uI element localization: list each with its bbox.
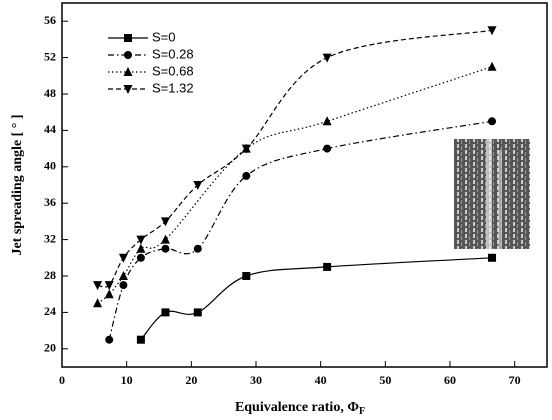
x-tick-label: 10	[121, 373, 133, 387]
marker	[322, 116, 332, 126]
marker	[161, 308, 170, 317]
x-tick-label: 20	[185, 373, 197, 387]
legend-label: S=0	[152, 29, 176, 44]
marker	[488, 253, 497, 262]
plot-frame	[61, 2, 548, 368]
marker	[161, 244, 170, 253]
series-line	[97, 66, 493, 304]
legend: S=0 S=0.28 S=0.68 S=1.32	[108, 29, 194, 95]
marker	[93, 298, 103, 308]
marker	[118, 271, 128, 280]
marker	[193, 308, 202, 317]
y-tick-label: 32	[44, 231, 56, 245]
marker	[488, 117, 497, 126]
inset-image	[454, 139, 530, 249]
marker	[136, 235, 146, 245]
marker	[104, 281, 114, 291]
marker	[241, 144, 251, 154]
y-tick-label: 36	[44, 195, 56, 209]
marker	[487, 26, 497, 36]
series-line	[108, 120, 493, 340]
marker	[93, 281, 103, 291]
marker	[136, 253, 145, 262]
y-tick-label: 40	[44, 159, 56, 173]
legend-label: S=1.32	[152, 80, 194, 95]
x-tick-label: 30	[250, 373, 262, 387]
y-tick-label: 28	[44, 268, 56, 282]
x-tick-label: 40	[315, 373, 327, 387]
y-tick-label: 48	[44, 86, 56, 100]
x-tick-label: 0	[59, 373, 65, 387]
marker	[105, 335, 114, 344]
series-line	[140, 257, 493, 341]
y-tick-label: 24	[44, 304, 56, 318]
marker	[124, 34, 132, 42]
marker	[160, 217, 170, 227]
y-tick-label: 44	[44, 122, 56, 136]
marker	[242, 272, 251, 280]
y-axis-label: Jet spreading angle [ ° ]	[10, 114, 25, 255]
x-tick-label: 60	[444, 373, 456, 387]
marker	[193, 244, 202, 253]
marker	[322, 53, 332, 63]
marker	[487, 61, 497, 71]
marker	[123, 85, 133, 94]
marker	[193, 181, 203, 190]
marker	[160, 234, 170, 244]
legend-label: S=0.28	[152, 46, 194, 61]
y-tick-label: 56	[44, 13, 56, 27]
y-tick-label: 52	[44, 49, 56, 63]
marker	[123, 67, 133, 76]
marker	[136, 335, 145, 344]
x-tick-label: 70	[509, 373, 521, 387]
marker	[242, 171, 251, 180]
x-tick-label: 50	[379, 373, 391, 387]
marker	[323, 144, 332, 153]
marker	[118, 253, 128, 263]
marker	[124, 51, 132, 59]
y-tick-label: 20	[44, 341, 56, 355]
marker	[119, 281, 128, 290]
marker	[104, 289, 114, 299]
x-axis-label: Equivalence ratio, ΦF	[235, 400, 365, 417]
legend-label: S=0.68	[152, 63, 194, 78]
marker	[323, 262, 332, 271]
marker	[136, 243, 146, 253]
